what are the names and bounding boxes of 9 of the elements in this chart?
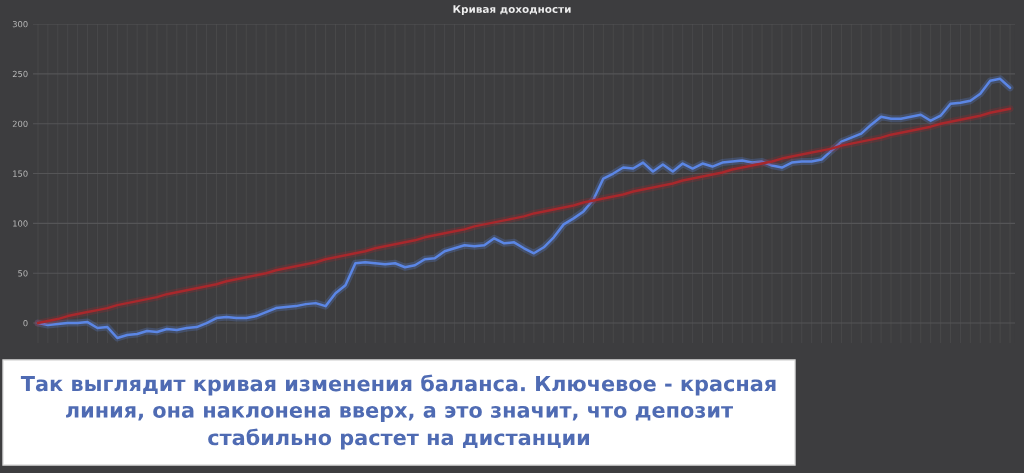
y-tick-label: 250 (12, 70, 28, 78)
y-tick-label: 100 (13, 220, 28, 227)
y-tick-label: 150 (13, 170, 28, 177)
chart-title: Кривая доходности (453, 5, 571, 16)
y-tick-label: 0 (23, 320, 28, 327)
text: Так выглядит кривая изменения баланса. Ключевое - красная линия, она наклонена вверх, а это значит, что депозит стабильно растет на дистанции (20, 374, 776, 450)
y-tick-label: 200 (12, 120, 28, 127)
y-tick-label: 300 (12, 20, 28, 28)
y-tick-label: 50 (18, 270, 28, 277)
